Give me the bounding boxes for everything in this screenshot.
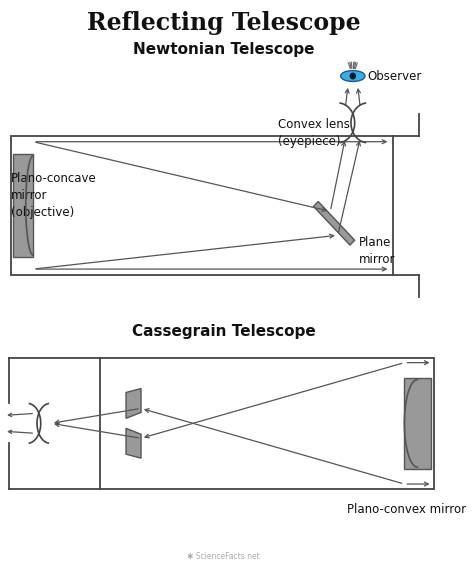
Bar — [404, 378, 430, 469]
Text: Observer: Observer — [368, 69, 422, 83]
Bar — [100, 358, 434, 489]
Polygon shape — [126, 428, 141, 458]
Bar — [11, 135, 393, 275]
Circle shape — [349, 72, 356, 80]
Text: Plane
mirror: Plane mirror — [358, 236, 395, 266]
Text: Plano-concave
mirror
(objective): Plano-concave mirror (objective) — [11, 172, 97, 219]
Text: Newtonian Telescope: Newtonian Telescope — [133, 42, 314, 57]
Text: ✱ ScienceFacts.net: ✱ ScienceFacts.net — [187, 552, 260, 561]
Polygon shape — [126, 389, 141, 418]
Text: Convex lens
(eyepiece): Convex lens (eyepiece) — [278, 118, 350, 148]
Text: Plano-convex mirror: Plano-convex mirror — [346, 503, 466, 516]
Ellipse shape — [341, 71, 365, 82]
Text: Reflecting Telescope: Reflecting Telescope — [87, 11, 360, 35]
Bar — [13, 154, 33, 257]
Polygon shape — [313, 201, 355, 245]
Text: Cassegrain Telescope: Cassegrain Telescope — [132, 324, 315, 339]
